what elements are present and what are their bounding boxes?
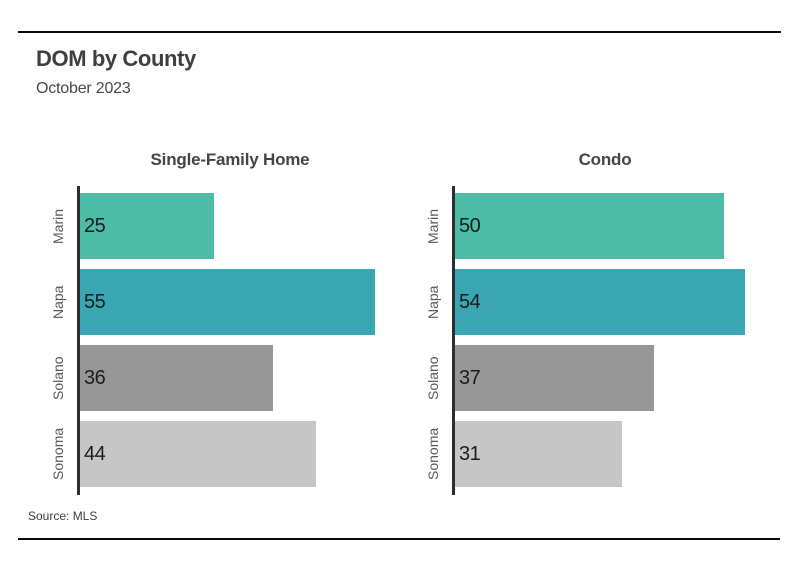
bar: 31 <box>455 421 622 487</box>
bar: 37 <box>455 345 654 411</box>
category-label: Napa <box>50 285 66 319</box>
top-rule <box>18 31 781 33</box>
bar-value-label: 31 <box>459 442 481 465</box>
y-axis-spine <box>77 186 80 495</box>
bar-value-label: 25 <box>84 214 106 237</box>
category-label: Napa <box>425 285 441 319</box>
page-title: DOM by County <box>36 46 196 71</box>
bar-row: Solano 36 <box>50 340 390 416</box>
bar-value-label: 36 <box>84 366 106 389</box>
bar: 54 <box>455 269 746 335</box>
panel-condo: Condo Marin 50 Napa 54 Solano 37 Sonoma 31 <box>417 150 765 495</box>
plot-area: Marin 25 Napa 55 Solano 36 Sonoma 44 <box>42 186 390 495</box>
charts-area: Single-Family Home Marin 25 Napa 55 Solano 36… <box>42 150 765 495</box>
bar-row: Napa 55 <box>50 264 390 340</box>
category-label: Marin <box>50 208 66 244</box>
bar: 36 <box>80 345 274 411</box>
bar-row: Sonoma 44 <box>50 416 390 492</box>
category-label: Sonoma <box>425 427 441 481</box>
bar-value-label: 50 <box>459 214 481 237</box>
bar: 25 <box>80 193 215 259</box>
category-label: Sonoma <box>50 427 66 481</box>
category-label: Solano <box>425 356 441 400</box>
source-note: Source: MLS <box>28 509 98 523</box>
bar-row: Marin 25 <box>50 188 390 264</box>
bar: 44 <box>80 421 317 487</box>
bar-row: Napa 54 <box>425 264 765 340</box>
panel-title: Single-Family Home <box>150 150 310 169</box>
page-subtitle: October 2023 <box>36 80 131 97</box>
bar-row: Marin 50 <box>425 188 765 264</box>
bar-value-label: 37 <box>459 366 481 389</box>
bar-row: Solano 37 <box>425 340 765 416</box>
plot-area: Marin 50 Napa 54 Solano 37 Sonoma 31 <box>417 186 765 495</box>
category-label: Solano <box>50 356 66 400</box>
panel-single-family-home: Single-Family Home Marin 25 Napa 55 Solano 36… <box>42 150 390 495</box>
category-label: Marin <box>425 208 441 244</box>
bar-row: Sonoma 31 <box>425 416 765 492</box>
panel-title: Condo <box>578 150 632 169</box>
y-axis-spine <box>452 186 455 495</box>
bar-value-label: 55 <box>84 290 106 313</box>
bar-value-label: 54 <box>459 290 481 313</box>
bar: 55 <box>80 269 376 335</box>
bar-value-label: 44 <box>84 442 106 465</box>
bar: 50 <box>455 193 724 259</box>
bottom-rule <box>18 538 780 540</box>
